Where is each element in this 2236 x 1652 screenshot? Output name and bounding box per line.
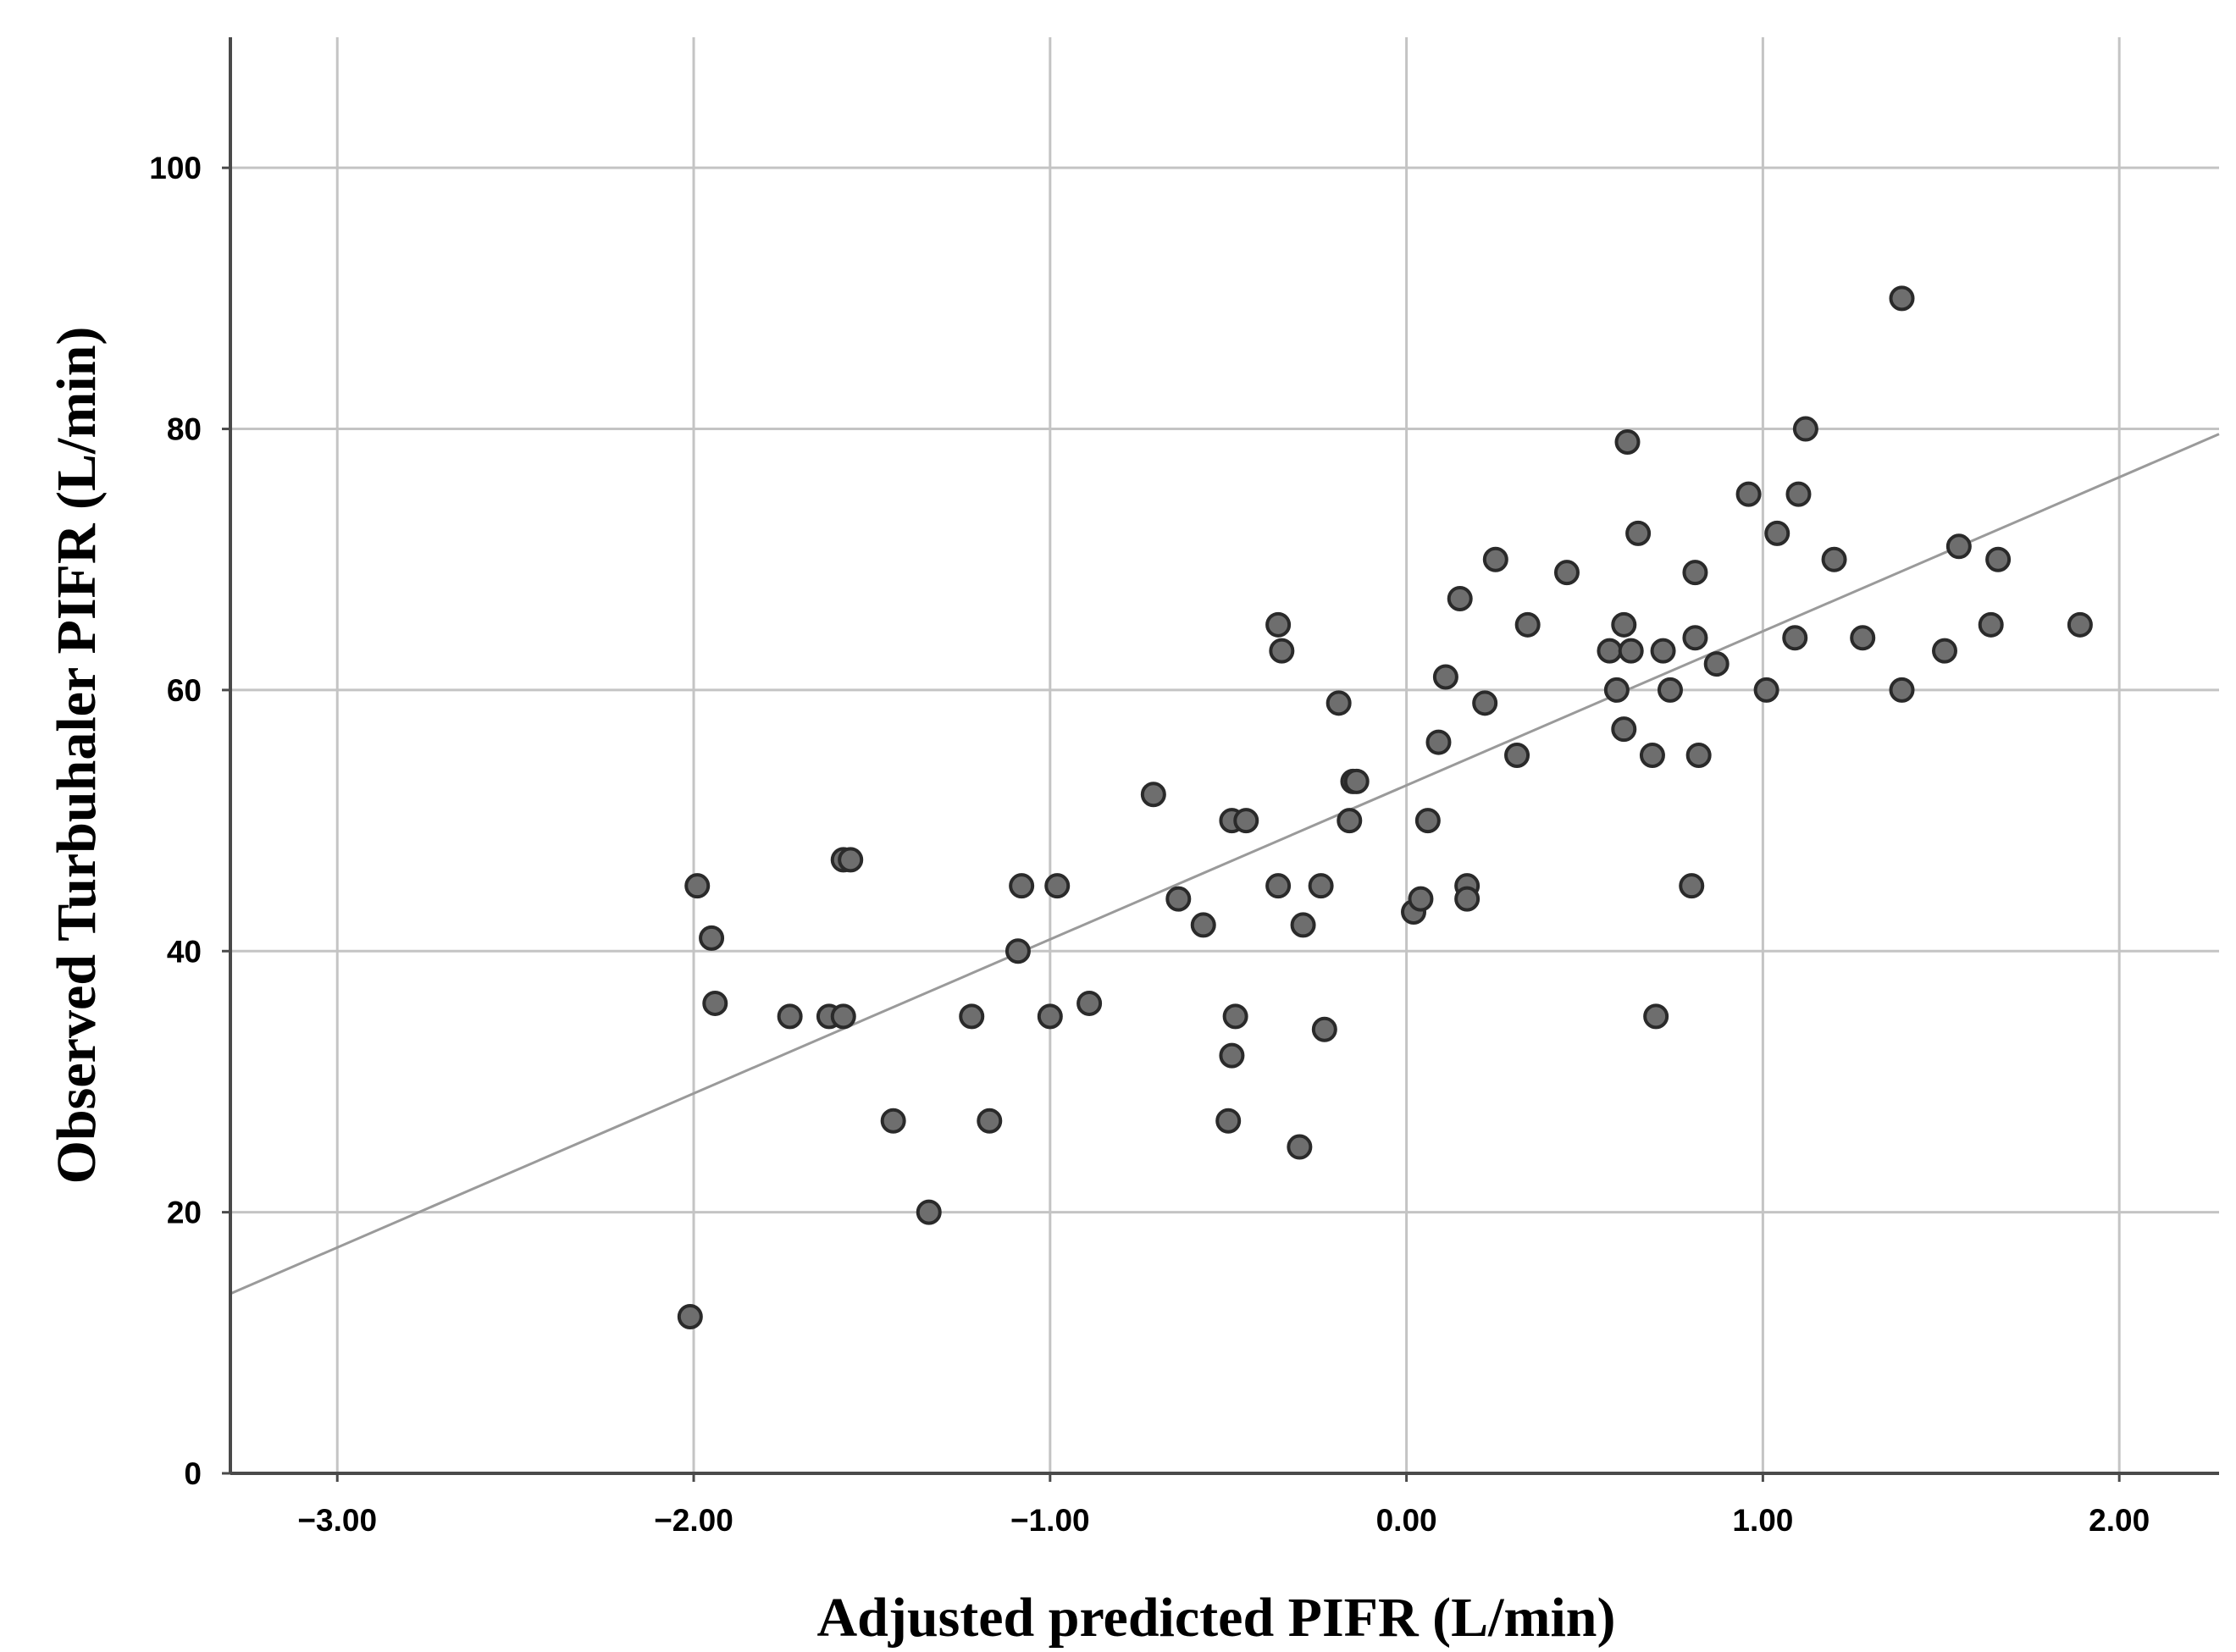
x-gridlines bbox=[335, 37, 2121, 1473]
data-point bbox=[1985, 546, 2012, 572]
data-point bbox=[1425, 729, 1452, 755]
y-tick-labels: 0 20 40 60 80 100 bbox=[149, 151, 230, 1491]
data-point bbox=[1703, 651, 1730, 677]
data-point bbox=[1044, 873, 1071, 899]
data-point bbox=[702, 990, 728, 1016]
data-point bbox=[1625, 520, 1652, 546]
y-tick-label: 40 bbox=[167, 934, 202, 969]
regression-line bbox=[230, 433, 2220, 1296]
x-axis-title: Adjusted predicted PIFR (L/min) bbox=[817, 1587, 1616, 1649]
data-point bbox=[1945, 533, 1972, 560]
data-point bbox=[1785, 481, 1812, 507]
data-point bbox=[1753, 677, 1779, 703]
data-point bbox=[1650, 638, 1676, 664]
data-point bbox=[699, 925, 725, 951]
y-tick-label: 20 bbox=[167, 1196, 202, 1230]
x-tick-label: −2.00 bbox=[654, 1503, 733, 1538]
data-point bbox=[1597, 638, 1623, 664]
data-point bbox=[916, 1199, 942, 1225]
data-point bbox=[1611, 716, 1637, 743]
x-tick-labels: −3.00 −2.00 −1.00 0.00 1.00 2.00 bbox=[297, 1473, 2150, 1538]
data-point bbox=[1782, 625, 1808, 651]
data-point bbox=[1618, 638, 1644, 664]
data-point bbox=[830, 1003, 856, 1030]
data-point bbox=[838, 847, 864, 873]
data-point bbox=[1219, 1042, 1245, 1069]
x-tick-label: 0.00 bbox=[1376, 1503, 1437, 1538]
data-point bbox=[1337, 808, 1363, 834]
data-point bbox=[1447, 585, 1473, 611]
data-point bbox=[1308, 873, 1334, 899]
data-point bbox=[1408, 886, 1434, 912]
x-tick-label: 1.00 bbox=[1732, 1503, 1793, 1538]
fit-line-layer bbox=[230, 433, 2220, 1296]
data-point bbox=[1978, 611, 2004, 638]
data-point bbox=[1764, 520, 1790, 546]
data-point bbox=[1643, 1003, 1669, 1030]
data-point bbox=[1682, 560, 1708, 586]
data-point bbox=[1514, 611, 1541, 638]
data-point bbox=[1454, 886, 1481, 912]
data-point bbox=[1682, 625, 1708, 651]
data-point bbox=[1009, 873, 1035, 899]
y-tick-label: 60 bbox=[167, 673, 202, 708]
data-point bbox=[1037, 1003, 1063, 1030]
data-point bbox=[1614, 428, 1641, 455]
data-point bbox=[1326, 690, 1352, 716]
data-point bbox=[1165, 886, 1192, 912]
data-point bbox=[1685, 743, 1712, 768]
data-point bbox=[959, 1003, 985, 1030]
x-tick-label: −1.00 bbox=[1010, 1503, 1090, 1538]
data-point bbox=[2067, 611, 2093, 638]
data-point bbox=[1311, 1016, 1337, 1042]
data-point bbox=[1792, 416, 1818, 442]
data-point bbox=[1472, 690, 1498, 716]
data-point bbox=[777, 1003, 803, 1030]
data-point bbox=[1269, 638, 1295, 664]
data-point bbox=[1287, 1134, 1313, 1160]
data-point bbox=[1222, 1003, 1248, 1030]
data-point bbox=[677, 1303, 703, 1329]
data-point bbox=[1343, 768, 1370, 794]
data-point bbox=[1504, 743, 1530, 768]
data-point bbox=[1931, 638, 1957, 664]
data-point bbox=[1679, 873, 1705, 899]
y-axis-title: Observed Turbuhaler PIFR (L/min) bbox=[46, 327, 108, 1185]
axes bbox=[229, 37, 2219, 1475]
data-point bbox=[1850, 625, 1876, 651]
x-tick-label: 2.00 bbox=[2089, 1503, 2150, 1538]
data-point bbox=[1190, 912, 1216, 938]
data-point bbox=[1889, 285, 1915, 312]
data-point bbox=[977, 1108, 1003, 1134]
data-point bbox=[1821, 546, 1847, 572]
data-point bbox=[880, 1108, 906, 1134]
data-point bbox=[1657, 677, 1683, 703]
y-tick-label: 80 bbox=[167, 412, 202, 447]
x-tick-label: −3.00 bbox=[297, 1503, 377, 1538]
data-point bbox=[1611, 611, 1637, 638]
y-tick-label: 0 bbox=[184, 1456, 202, 1491]
data-point bbox=[1639, 743, 1665, 768]
y-gridlines bbox=[230, 166, 2219, 1214]
data-point bbox=[1414, 808, 1441, 834]
data-point bbox=[1265, 611, 1292, 638]
data-point bbox=[1432, 664, 1458, 690]
data-point bbox=[1889, 677, 1915, 703]
data-point bbox=[684, 873, 711, 899]
data-point bbox=[1735, 481, 1762, 507]
data-point bbox=[1265, 873, 1292, 899]
data-point bbox=[1603, 677, 1630, 703]
data-point bbox=[1215, 1108, 1242, 1134]
data-point bbox=[1290, 912, 1316, 938]
data-point bbox=[1140, 782, 1166, 808]
data-point bbox=[1233, 808, 1259, 834]
data-point bbox=[1076, 990, 1103, 1016]
data-point bbox=[1482, 546, 1508, 572]
data-point bbox=[1553, 560, 1580, 586]
data-point bbox=[1005, 938, 1031, 964]
y-tick-label: 100 bbox=[149, 151, 202, 185]
data-points-layer bbox=[677, 285, 2093, 1329]
